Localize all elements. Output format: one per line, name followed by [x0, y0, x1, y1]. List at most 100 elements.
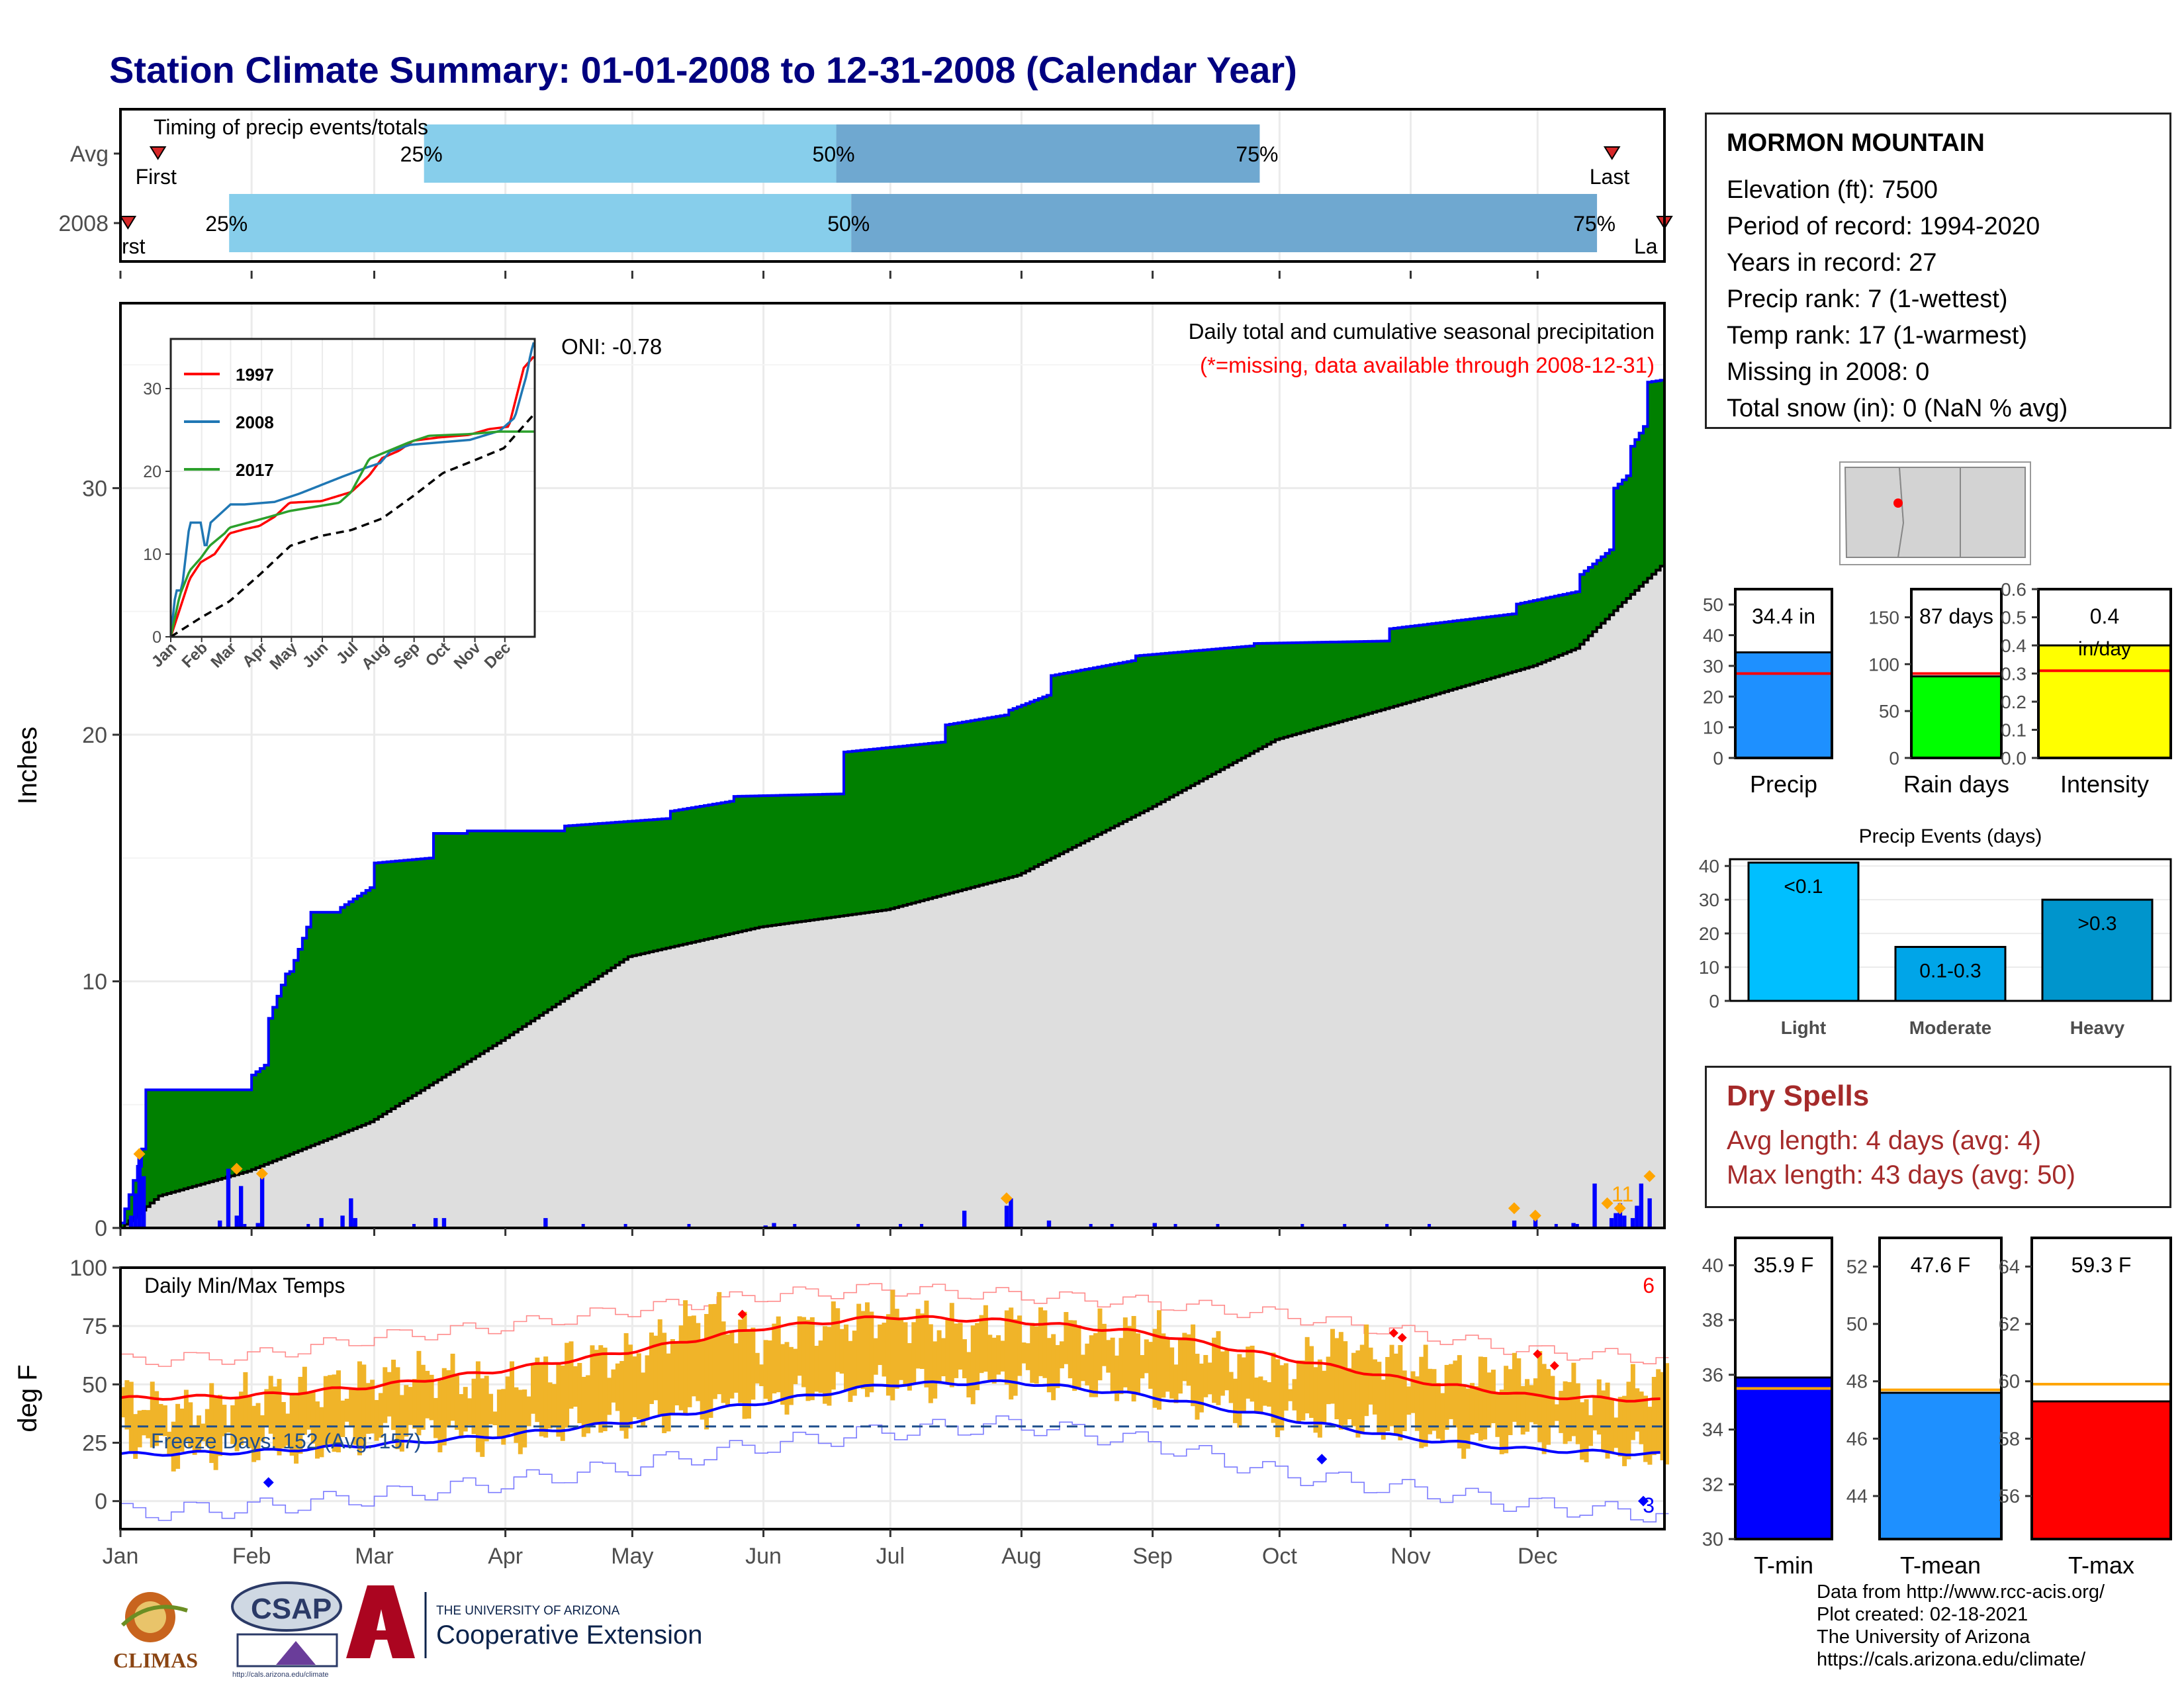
temp-daily-range-bar [814, 1346, 819, 1392]
temp-daily-range-bar [827, 1327, 832, 1406]
temp-daily-range-bar [581, 1376, 586, 1437]
temp-daily-range-bar [623, 1333, 629, 1439]
temp-daily-range-bar [966, 1352, 972, 1398]
temp-daily-range-bar [696, 1323, 701, 1401]
precip-daily-bar [1639, 1183, 1644, 1228]
temp-daily-range-bar [1525, 1379, 1530, 1432]
precip-event-marker [1000, 1192, 1013, 1205]
temp-daily-range-bar [496, 1389, 502, 1439]
temp-daily-range-bar [471, 1378, 477, 1434]
temp-daily-range-bar [801, 1317, 807, 1387]
temp-daily-range-bar [1038, 1307, 1044, 1376]
timing-75-label: 75% [1573, 212, 1615, 236]
temp-daily-range-bar [209, 1383, 214, 1464]
temp-daily-range-bar [915, 1309, 921, 1369]
location-map [1839, 461, 2031, 565]
temp-daily-range-bar [619, 1361, 625, 1431]
temp-daily-range-bar [1300, 1360, 1306, 1421]
timing-last-label-clipped: La [1634, 234, 1658, 258]
temp-daily-range-bar [649, 1333, 654, 1405]
temp-daily-range-bar [894, 1309, 899, 1389]
summary-bar-frame [1734, 588, 1833, 759]
temp-daily-range-bar [1385, 1356, 1390, 1432]
temp-daily-range-bar [137, 1410, 142, 1448]
temp-daily-range-bar [864, 1302, 870, 1397]
temp-daily-range-bar [243, 1372, 248, 1440]
temp-daily-range-bar [459, 1394, 464, 1437]
temp-daily-range-bar [1423, 1344, 1428, 1447]
temp-daily-range-bar [920, 1313, 925, 1370]
temp-daily-range-bar [565, 1342, 570, 1428]
temp-daily-range-bar [1220, 1351, 1225, 1396]
temp-daily-range-bar [1055, 1344, 1060, 1388]
temp-daily-range-bar [1364, 1324, 1369, 1417]
precip-trace-bar [1575, 1224, 1579, 1228]
temp-daily-range-bar [370, 1380, 375, 1434]
temp-daily-range-bar [1609, 1399, 1614, 1453]
temp-daily-range-bar [1453, 1360, 1458, 1428]
temp-daily-range-bar [839, 1329, 844, 1374]
temp-daily-range-bar [979, 1315, 984, 1374]
temp-daily-range-bar [700, 1340, 705, 1420]
temp-daily-range-bar [1304, 1336, 1310, 1414]
temp-daily-range-bar [535, 1357, 540, 1423]
temp-daily-range-bar [1449, 1364, 1454, 1419]
temp-daily-range-bar [856, 1303, 862, 1387]
precip-daily-bar [137, 1154, 142, 1228]
temp-daily-range-bar [505, 1376, 510, 1437]
summary-bar-name: Intensity [2060, 771, 2149, 798]
events-y-tick-label: 20 [1699, 923, 1719, 944]
summary-bar-value-unit: in/day [2078, 638, 2131, 660]
timing-panel: 25% 50% 75% First Last Avg 25% 50% 75% rst La 2008 T… [58, 108, 1673, 279]
temp-daily-range-bar [133, 1414, 138, 1459]
temp-daily-range-bar [425, 1370, 430, 1419]
temp-daily-range-bar [704, 1313, 709, 1430]
temp-daily-range-bar [708, 1304, 713, 1418]
dry-spells-box: Dry Spells Avg length: 4 days (avg: 4) M… [1705, 1066, 2171, 1208]
temp-daily-range-bar [586, 1375, 591, 1434]
temp-daily-range-bar [1072, 1320, 1077, 1391]
temp-daily-range-bar [860, 1311, 866, 1389]
timing-q1-bar [229, 194, 852, 252]
temp-daily-range-bar [776, 1316, 781, 1393]
temp-daily-range-bar [1089, 1335, 1094, 1397]
precip-daily-bar [543, 1218, 548, 1228]
precip-trace-bar [1110, 1224, 1114, 1228]
temp-daily-range-bar [1140, 1355, 1145, 1379]
temp-daily-range-bar [1359, 1344, 1365, 1434]
temp-daily-range-bar [911, 1322, 917, 1383]
map-state-arizona-west [1844, 467, 1905, 558]
temp-daily-range-bar [475, 1361, 480, 1452]
temp-daily-range-bar [150, 1382, 155, 1448]
temp-daily-range-bar [590, 1345, 595, 1424]
precip-observed-line [120, 379, 1666, 1225]
temp-daily-range-bar [1592, 1397, 1598, 1430]
summary-bar-y-tick-label: 150 [1868, 608, 1899, 628]
temp-daily-range-bar [729, 1331, 735, 1399]
temp-daily-range-bar [1224, 1350, 1230, 1391]
temp-daily-range-bar [328, 1375, 333, 1444]
temp-daily-range-bar [903, 1322, 908, 1385]
summary-bar-y-tick-label: 36 [1702, 1365, 1723, 1386]
temp-daily-range-bar [809, 1317, 815, 1401]
timing-q2-bar [851, 194, 1598, 252]
temp-daily-range-bar [721, 1321, 726, 1403]
temp-daily-range-bar [607, 1378, 612, 1415]
precip-daily-bar [433, 1218, 438, 1228]
temp-daily-range-bar [1030, 1323, 1035, 1383]
temp-x-tick-label: Jul [876, 1544, 905, 1569]
temp-daily-range-bar [1338, 1332, 1343, 1430]
precip-y-tick-label: 10 [82, 969, 107, 994]
temp-daily-range-bar [1165, 1338, 1170, 1392]
summary-bar-t-min [1734, 1376, 1833, 1540]
credit-university: The University of Arizona [1817, 1626, 2030, 1648]
temp-daily-range-bar [1419, 1356, 1424, 1448]
climas-logo: CLIMAS [113, 1592, 198, 1672]
summary-bar-y-tick-label: 30 [1702, 1529, 1723, 1550]
temp-daily-range-bar [1271, 1352, 1276, 1423]
temp-daily-range-bar [869, 1311, 874, 1393]
precip-event-marker [1614, 1202, 1626, 1215]
daily-temp-panel: Daily Min/Max Temps 6 3 Freeze Days: 152 (A… [13, 1256, 1669, 1569]
temp-daily-range-bar [1508, 1369, 1513, 1436]
precip-daily-bar [319, 1218, 324, 1228]
